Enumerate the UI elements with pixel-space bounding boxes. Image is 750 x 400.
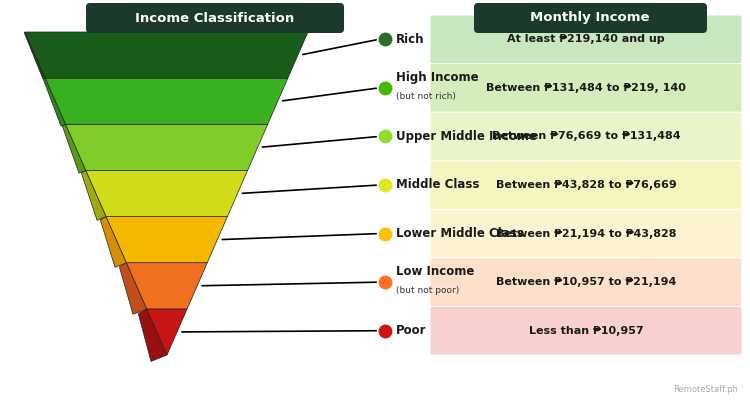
Text: Income Classification: Income Classification [135, 12, 295, 24]
Text: (but not rich): (but not rich) [396, 92, 456, 101]
Text: Low Income: Low Income [396, 265, 474, 278]
Text: Between ₱76,669 to ₱131,484: Between ₱76,669 to ₱131,484 [492, 132, 680, 142]
FancyBboxPatch shape [430, 161, 742, 209]
FancyBboxPatch shape [430, 307, 742, 354]
FancyBboxPatch shape [430, 64, 742, 112]
FancyBboxPatch shape [430, 16, 742, 63]
Text: At least ₱219,140 and up: At least ₱219,140 and up [507, 34, 664, 44]
Text: Between ₱21,194 to ₱43,828: Between ₱21,194 to ₱43,828 [496, 228, 676, 238]
FancyBboxPatch shape [430, 258, 742, 306]
Polygon shape [106, 216, 227, 263]
Polygon shape [44, 78, 65, 126]
Polygon shape [119, 263, 147, 314]
Text: Between ₱10,957 to ₱21,194: Between ₱10,957 to ₱21,194 [496, 277, 676, 287]
Polygon shape [127, 263, 207, 309]
Polygon shape [25, 32, 308, 78]
Text: Between ₱43,828 to ₱76,669: Between ₱43,828 to ₱76,669 [496, 180, 676, 190]
Polygon shape [100, 216, 127, 267]
Text: Between ₱131,484 to ₱219, 140: Between ₱131,484 to ₱219, 140 [486, 83, 686, 93]
Polygon shape [65, 124, 268, 170]
Text: (but not poor): (but not poor) [396, 286, 459, 295]
Text: RemoteStaff.ph: RemoteStaff.ph [674, 385, 738, 394]
Polygon shape [86, 170, 248, 216]
Text: Lower Middle Class: Lower Middle Class [396, 227, 524, 240]
Text: Upper Middle Income: Upper Middle Income [396, 130, 537, 143]
FancyBboxPatch shape [474, 3, 707, 33]
Polygon shape [147, 309, 188, 355]
Text: Monthly Income: Monthly Income [530, 12, 650, 24]
Text: Less than ₱10,957: Less than ₱10,957 [529, 326, 644, 336]
Text: Middle Class: Middle Class [396, 178, 479, 192]
Polygon shape [45, 78, 288, 124]
Polygon shape [82, 170, 106, 220]
Polygon shape [62, 124, 86, 173]
Text: Rich: Rich [396, 33, 424, 46]
FancyBboxPatch shape [86, 3, 344, 33]
FancyBboxPatch shape [430, 210, 742, 257]
Polygon shape [138, 309, 167, 362]
Text: Poor: Poor [396, 324, 427, 337]
Text: High Income: High Income [396, 71, 478, 84]
Polygon shape [24, 32, 45, 79]
FancyBboxPatch shape [430, 113, 742, 160]
